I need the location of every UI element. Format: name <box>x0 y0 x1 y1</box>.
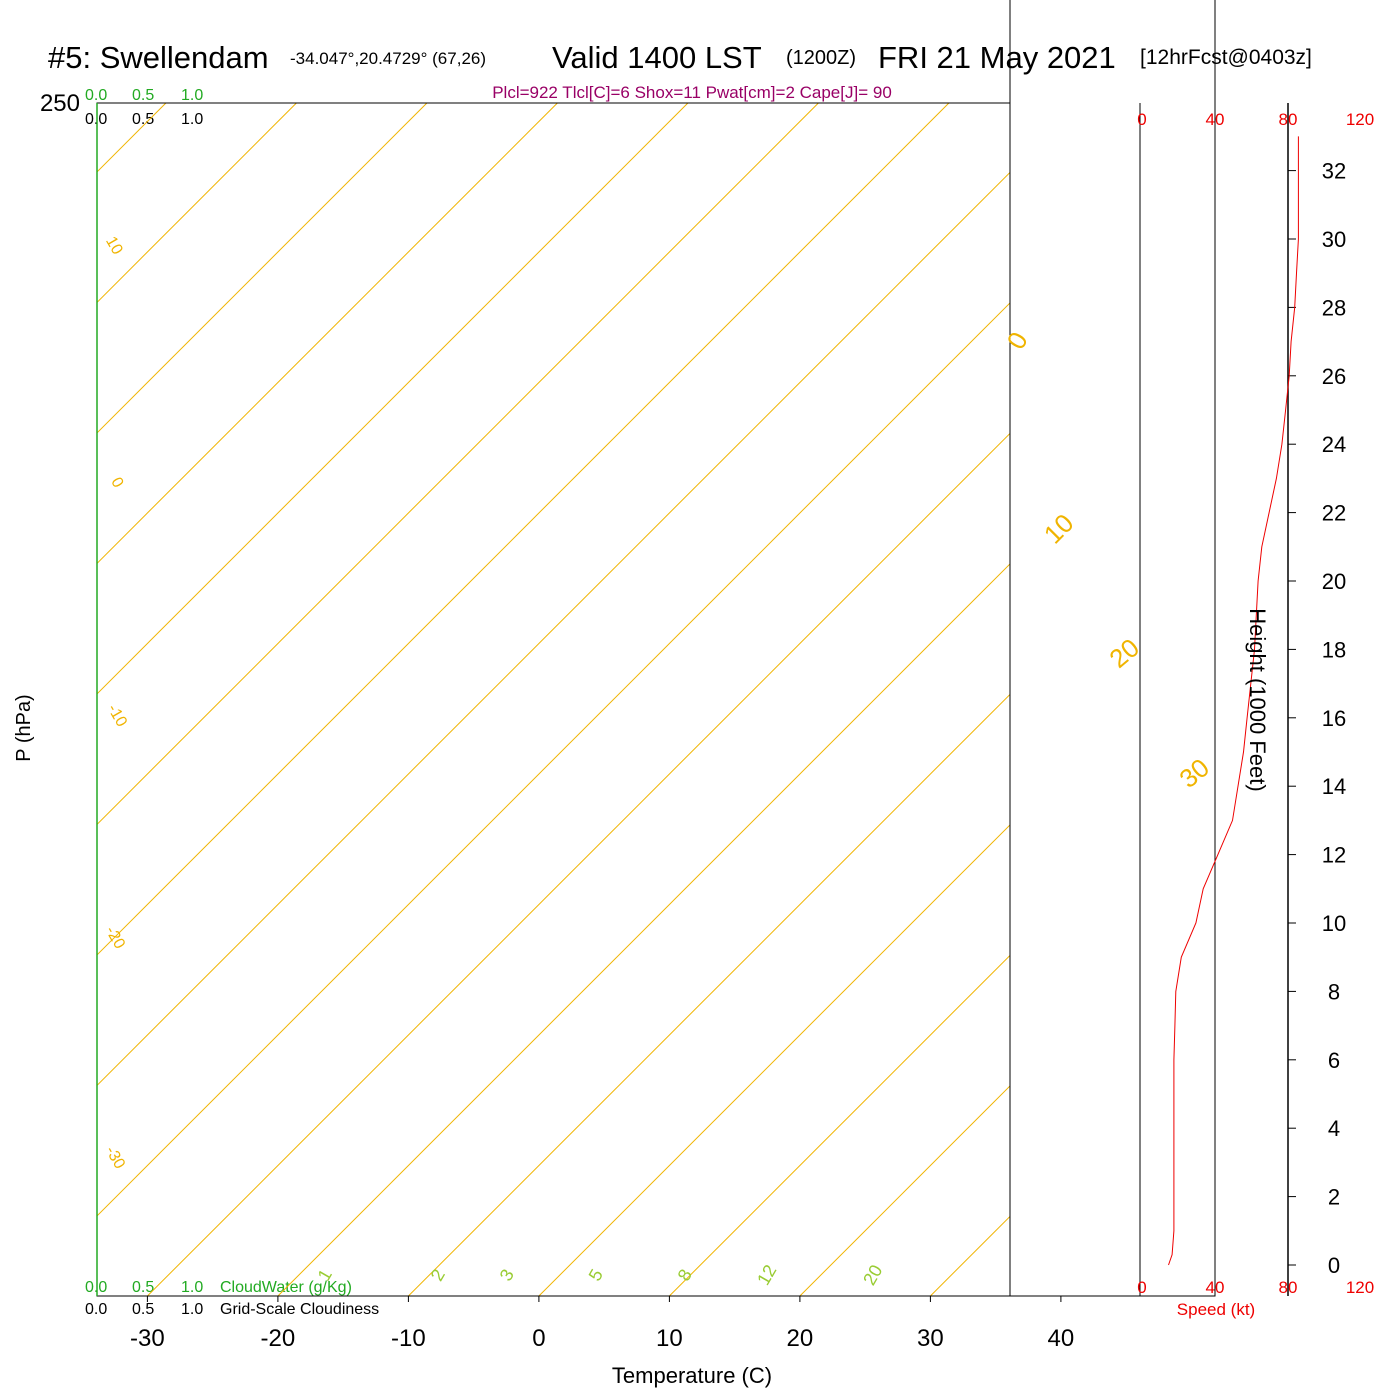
y-axis-title: P (hPa) <box>13 694 35 761</box>
height-tick-label: 8 <box>1328 979 1340 1004</box>
pressure-axis: 1000850700500400300250 <box>40 0 1216 1297</box>
cloudiness-scale-top-0: 0.0 <box>85 111 107 128</box>
mixing-ratio-label: 2 <box>427 1266 449 1285</box>
isotherm-line <box>97 103 297 304</box>
height-tick-label: 0 <box>1328 1253 1340 1278</box>
height-tick-label: 30 <box>1322 227 1346 252</box>
cloudiness-label: Grid-Scale Cloudiness <box>220 1301 379 1318</box>
isotherm-label: 20 <box>1103 632 1144 674</box>
mixing-ratio-label: 5 <box>585 1266 607 1285</box>
temperature-tick-label: -30 <box>130 1325 165 1352</box>
height-axis-title: Height (1000 Feet) <box>1245 608 1270 791</box>
height-tick-label: 16 <box>1322 706 1346 731</box>
height-tick-label: 24 <box>1322 432 1346 457</box>
height-tick-label: 18 <box>1322 637 1346 662</box>
valid-date: FRI 21 May 2021 <box>878 40 1116 75</box>
speed-tick-bottom: 0 <box>1137 1278 1146 1297</box>
mixing-ratio-label: 3 <box>496 1266 518 1285</box>
temperature-axis: -30 -20 -10 0 10 20 30 40 <box>130 1296 1074 1352</box>
isopleth-grid <box>97 103 1400 1296</box>
station-coordinates: -34.047°,20.4729° (67,26) <box>290 49 486 68</box>
cloudiness-scale-bottom-0: 0.0 <box>85 1301 107 1318</box>
height-tick-label: 10 <box>1322 911 1346 936</box>
valid-time-utc: (1200Z) <box>786 47 856 69</box>
isotherm-line <box>1061 103 1400 1296</box>
temperature-tick-label: 0 <box>532 1325 545 1352</box>
isotherm-label: 0 <box>1001 327 1034 355</box>
speed-tick-bottom: 80 <box>1279 1278 1298 1297</box>
height-tick-label: 20 <box>1322 569 1346 594</box>
height-tick-label: 12 <box>1322 843 1346 868</box>
speed-tick-top: 80 <box>1279 110 1298 129</box>
isotherm-line <box>97 103 558 565</box>
speed-tick-top: 120 <box>1346 110 1374 129</box>
temperature-tick-label: 10 <box>656 1325 683 1352</box>
isotherm-label: 10 <box>1038 508 1080 550</box>
dry-adiabat-label: 10 <box>102 234 126 258</box>
temperature-tick-label: -10 <box>391 1325 426 1352</box>
height-tick-label: 22 <box>1322 501 1346 526</box>
temperature-tick-label: -20 <box>261 1325 296 1352</box>
height-tick-label: 2 <box>1328 1185 1340 1210</box>
cloudiness-scale-top-1: 1.0 <box>181 111 203 128</box>
dry-adiabat-label: -10 <box>104 701 130 730</box>
mixing-ratio-label: 8 <box>674 1266 696 1285</box>
speed-tick-top: 0 <box>1137 110 1146 129</box>
isotherm-line <box>97 103 428 434</box>
cloudiness-scale-top-05: 0.5 <box>132 111 154 128</box>
cloudwater-scale-top-0: 0.0 <box>85 87 107 104</box>
speed-tick-top: 40 <box>1206 110 1225 129</box>
isotherm-line <box>97 103 689 695</box>
valid-time: Valid 1400 LST <box>552 40 762 75</box>
temperature-tick-label: 40 <box>1048 1325 1075 1352</box>
isotherm-line <box>97 103 950 956</box>
speed-tick-bottom: 120 <box>1346 1278 1374 1297</box>
isotherm-line <box>408 693 1010 1296</box>
isotherm-line <box>147 432 1010 1296</box>
cloudiness-scale-bottom-05: 0.5 <box>132 1301 154 1318</box>
pressure-tick-label: 250 <box>40 90 80 117</box>
cloudiness-scale-bottom-1: 1.0 <box>181 1301 203 1318</box>
station-title: #5: Swellendam <box>48 40 269 75</box>
isotherm-line <box>97 171 1010 1087</box>
height-tick-label: 14 <box>1322 774 1346 799</box>
plot-frame <box>96 102 1011 1297</box>
cloudwater-scale-bottom-05: 0.5 <box>132 1279 154 1296</box>
isotherm-line <box>277 563 1010 1296</box>
mixing-ratio-label: 12 <box>753 1261 780 1288</box>
isotherm-line <box>538 824 1010 1296</box>
dry-adiabat-label: 0 <box>107 475 126 491</box>
dry-adiabat-label: -30 <box>102 1143 128 1172</box>
isotherm-line <box>669 954 1010 1296</box>
x-axis-title: Temperature (C) <box>612 1363 772 1388</box>
height-tick-label: 32 <box>1322 159 1346 184</box>
cloudwater-scale-bottom-0: 0.0 <box>85 1279 107 1296</box>
isotherm-line <box>97 302 1010 1217</box>
isotherm-label: 30 <box>1173 752 1214 794</box>
temperature-tick-label: 20 <box>787 1325 814 1352</box>
temperature-tick-label: 30 <box>917 1325 944 1352</box>
height-tick-label: 26 <box>1322 364 1346 389</box>
cloudwater-scale-top-1: 1.0 <box>181 87 203 104</box>
isotherm-line <box>97 103 819 826</box>
wind-speed-profile-line <box>1168 136 1299 1266</box>
height-tick-label: 28 <box>1322 295 1346 320</box>
cloudwater-scale-bottom-1: 1.0 <box>181 1279 203 1296</box>
mixing-ratio-label: 20 <box>859 1261 886 1288</box>
cloudwater-scale-top-05: 0.5 <box>132 87 154 104</box>
wind-panel-outline <box>97 0 1216 1297</box>
forecast-label: [12hrFcst@0403z] <box>1140 46 1312 69</box>
stability-indices: Plcl=922 Tlcl[C]=6 Shox=11 Pwat[cm]=2 Ca… <box>492 83 892 102</box>
wind-panel: 0 40 80 1200 40 80 120024681012141618202224262… <box>1137 103 1374 1297</box>
speed-tick-bottom: 40 <box>1206 1278 1225 1297</box>
isotherm-line <box>799 1085 1010 1296</box>
speed-axis-title: Speed (kt) <box>1177 1300 1255 1319</box>
height-tick-label: 4 <box>1328 1116 1340 1141</box>
height-tick-label: 6 <box>1328 1048 1340 1073</box>
